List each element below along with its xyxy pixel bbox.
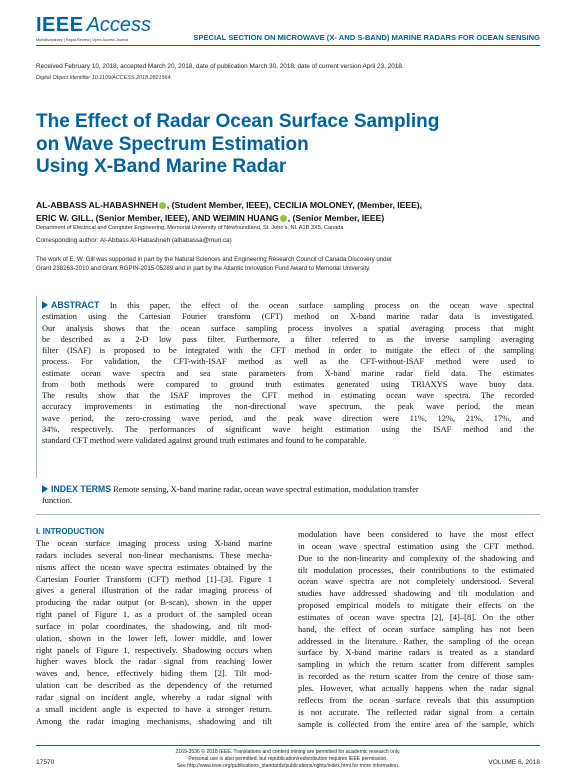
body-line: reflects from the ocean surface reveals … [298,694,534,705]
index-terms-text: INDEX TERMS Remote sensing, X-band marin… [42,484,534,507]
author-text: , (Student Member, IEEE), CECILIA MOLONE… [166,200,423,210]
body-line: surface in polar coordinates, the shadow… [36,620,272,631]
body-line: radar signal on incident angle, whereby … [36,691,272,702]
body-line: nisms affect the ocean wave spectra esti… [36,561,272,572]
author-name: AL-ABBASS AL-HABASHNEH [36,200,158,210]
body-line: addressed in the literature. Rather, the… [298,635,534,646]
abstract-line: from both methods were compared to groun… [42,379,534,389]
body-line: proposed empirical models to mitigate th… [298,600,534,611]
body-line: estimates of ocean wave spectra [2], [4]… [298,611,534,622]
title-line: Using X-Band Marine Radar [36,156,287,177]
triangle-icon [42,485,48,493]
body-line: producing the radar output (or B-scan), … [36,597,272,608]
logo-tagline: Multidisciplinary | Rapid Review | Open … [36,38,129,42]
body-line: a small incident angle is expected to ha… [36,703,272,714]
abstract-heading: ABSTRACT [42,300,99,310]
index-terms-line: Remote sensing, X-band marine radar, oce… [113,485,419,494]
footer-line: Personal use is also permitted, but repu… [188,756,388,763]
body-line: ples. However, what actually happens whe… [298,682,534,693]
body-line: in ocean wave spectral estimation using … [298,540,534,551]
abstract-rule [36,296,37,478]
header-rule [36,45,540,46]
section-divider [36,514,540,515]
abstract-line: wave period, the zero-crossing wave peri… [42,413,534,423]
title-line: on Wave Spectrum Estimation [36,133,309,155]
index-terms-heading: INDEX TERMS [42,484,111,494]
abstract-line: 34%, respectively. The performances of s… [42,424,534,434]
volume-label: VOLUME 6, 2018 [488,759,540,766]
page-number: 17570 [36,759,55,766]
body-column-left: I. INTRODUCTION The ocean surface imagin… [36,526,272,728]
section-heading: SPECIAL SECTION ON MICROWAVE (X- AND S-B… [193,33,540,42]
logo-ieee-text: IEEE [36,14,84,36]
body-line: Among the radar imaging mechanisms, shad… [36,715,272,726]
body-line: ocean wave spectra are not completely un… [298,576,534,587]
body-line: gives a general illustration of the rada… [36,585,272,596]
body-line: right panels of Figure 1, respectively. … [36,644,272,655]
paper-title: The Effect of Radar Ocean Surface Sampli… [36,111,456,179]
abstract-line: be described as a 2-D low pass filter. F… [42,334,534,344]
body-line: higher waves block the radar signal from… [36,656,272,667]
funding-line: Grant 238263-2010 and Grant RGPIN-2015-0… [36,265,371,273]
abstract-line: estimation using the Cartesian Fourier t… [42,312,534,322]
orcid-icon[interactable] [158,202,166,210]
abstract-line: ABSTRACT In this paper, the effect of th… [42,300,534,311]
received-dates: Received February 10, 2018, accepted Mar… [36,63,404,70]
footer-line: 2169-3536 © 2018 IEEE. Translations and … [175,749,401,755]
abstract-line: Our analysis shows that the ocean surfac… [42,323,534,333]
title-line: The Effect of Radar Ocean Surface Sampli… [36,111,440,132]
abstract-text: ABSTRACT In this paper, the effect of th… [42,300,534,446]
body-line: Due to the non-linearity and complexity … [298,552,534,563]
triangle-icon [42,301,48,309]
logo-access-text: Access [86,14,152,36]
footer-line: See http://www.ieee.org/publications_sta… [176,763,400,770]
author-text: , (Senior Member, IEEE) [287,212,385,223]
affiliation: Department of Electrical and Computer En… [36,225,344,231]
author-name: ERIC W. GILL, (Senior Member, IEEE), AND… [36,212,279,223]
introduction-heading: I. INTRODUCTION [36,527,104,536]
index-terms-section: INDEX TERMS Remote sensing, X-band marin… [36,480,540,505]
funding-line: The work of E. W. Gill was supported in … [36,256,392,263]
body-line: is recorded as the return scatter from t… [298,671,534,682]
body-line: studies have addressed shadowing and til… [298,588,534,599]
abstract-line: standard CFT method were validated again… [42,436,367,445]
copyright-footer: 2169-3536 © 2018 IEEE. Translations and … [0,749,576,771]
abstract-line: process. For validation, the CFT-with-IS… [42,357,534,367]
body-line: radars includes several non-linear mecha… [36,549,272,560]
doi-line: Digital Object Identifier 10.1109/ACCESS… [36,75,171,81]
body-line: right panel of Figure 1, as a product of… [36,609,272,620]
body-line: tilt modulation processes, their contrib… [298,564,534,575]
body-line: sample is collected from the entire area… [298,718,534,729]
orcid-icon[interactable] [279,214,287,222]
body-column-right: modulation have been considered to have … [298,529,534,730]
body-line: modulation have been considered to have … [298,529,534,539]
body-line: The ocean surface imaging process using … [36,538,272,548]
body-line: is not accurate. The reflected radar sig… [298,706,534,717]
abstract-line: estimate ocean wave spectra and sea stat… [42,368,534,378]
author-list: AL-ABBASS AL-HABASHNEH , (Student Member,… [36,199,536,224]
abstract-line: The results show that the ISAF improves … [42,391,534,400]
abstract-line: accuracy improvements in estimating the … [42,402,534,412]
abstract-section: ABSTRACT In this paper, the effect of th… [36,296,540,478]
body-line: hand, the effect of ocean surface sampli… [298,623,534,634]
funding-note: The work of E. W. Gill was supported in … [36,255,456,273]
journal-logo: IEEE Access Multidisciplinary | Rapid Rev… [36,14,186,42]
body-line: surface by X-band marine radars is treat… [298,647,534,658]
corresponding-author: Corresponding author: Al-Abbass Al-Habas… [36,237,232,244]
body-line: ulation can be described as the dependen… [36,680,272,691]
body-line: Cartesian Fourier Transform (CFT) method… [36,573,272,584]
body-line: sampling in which the return scatter fro… [298,659,534,670]
index-terms-line: function. [42,496,73,506]
body-line: ulation, shown in the lower left, lower … [36,632,272,643]
abstract-line: filter (ISAF) is proposed to be integrat… [42,346,534,355]
footer-rule [36,745,540,746]
body-line: waves and, hence, effectively hiding the… [36,668,272,679]
